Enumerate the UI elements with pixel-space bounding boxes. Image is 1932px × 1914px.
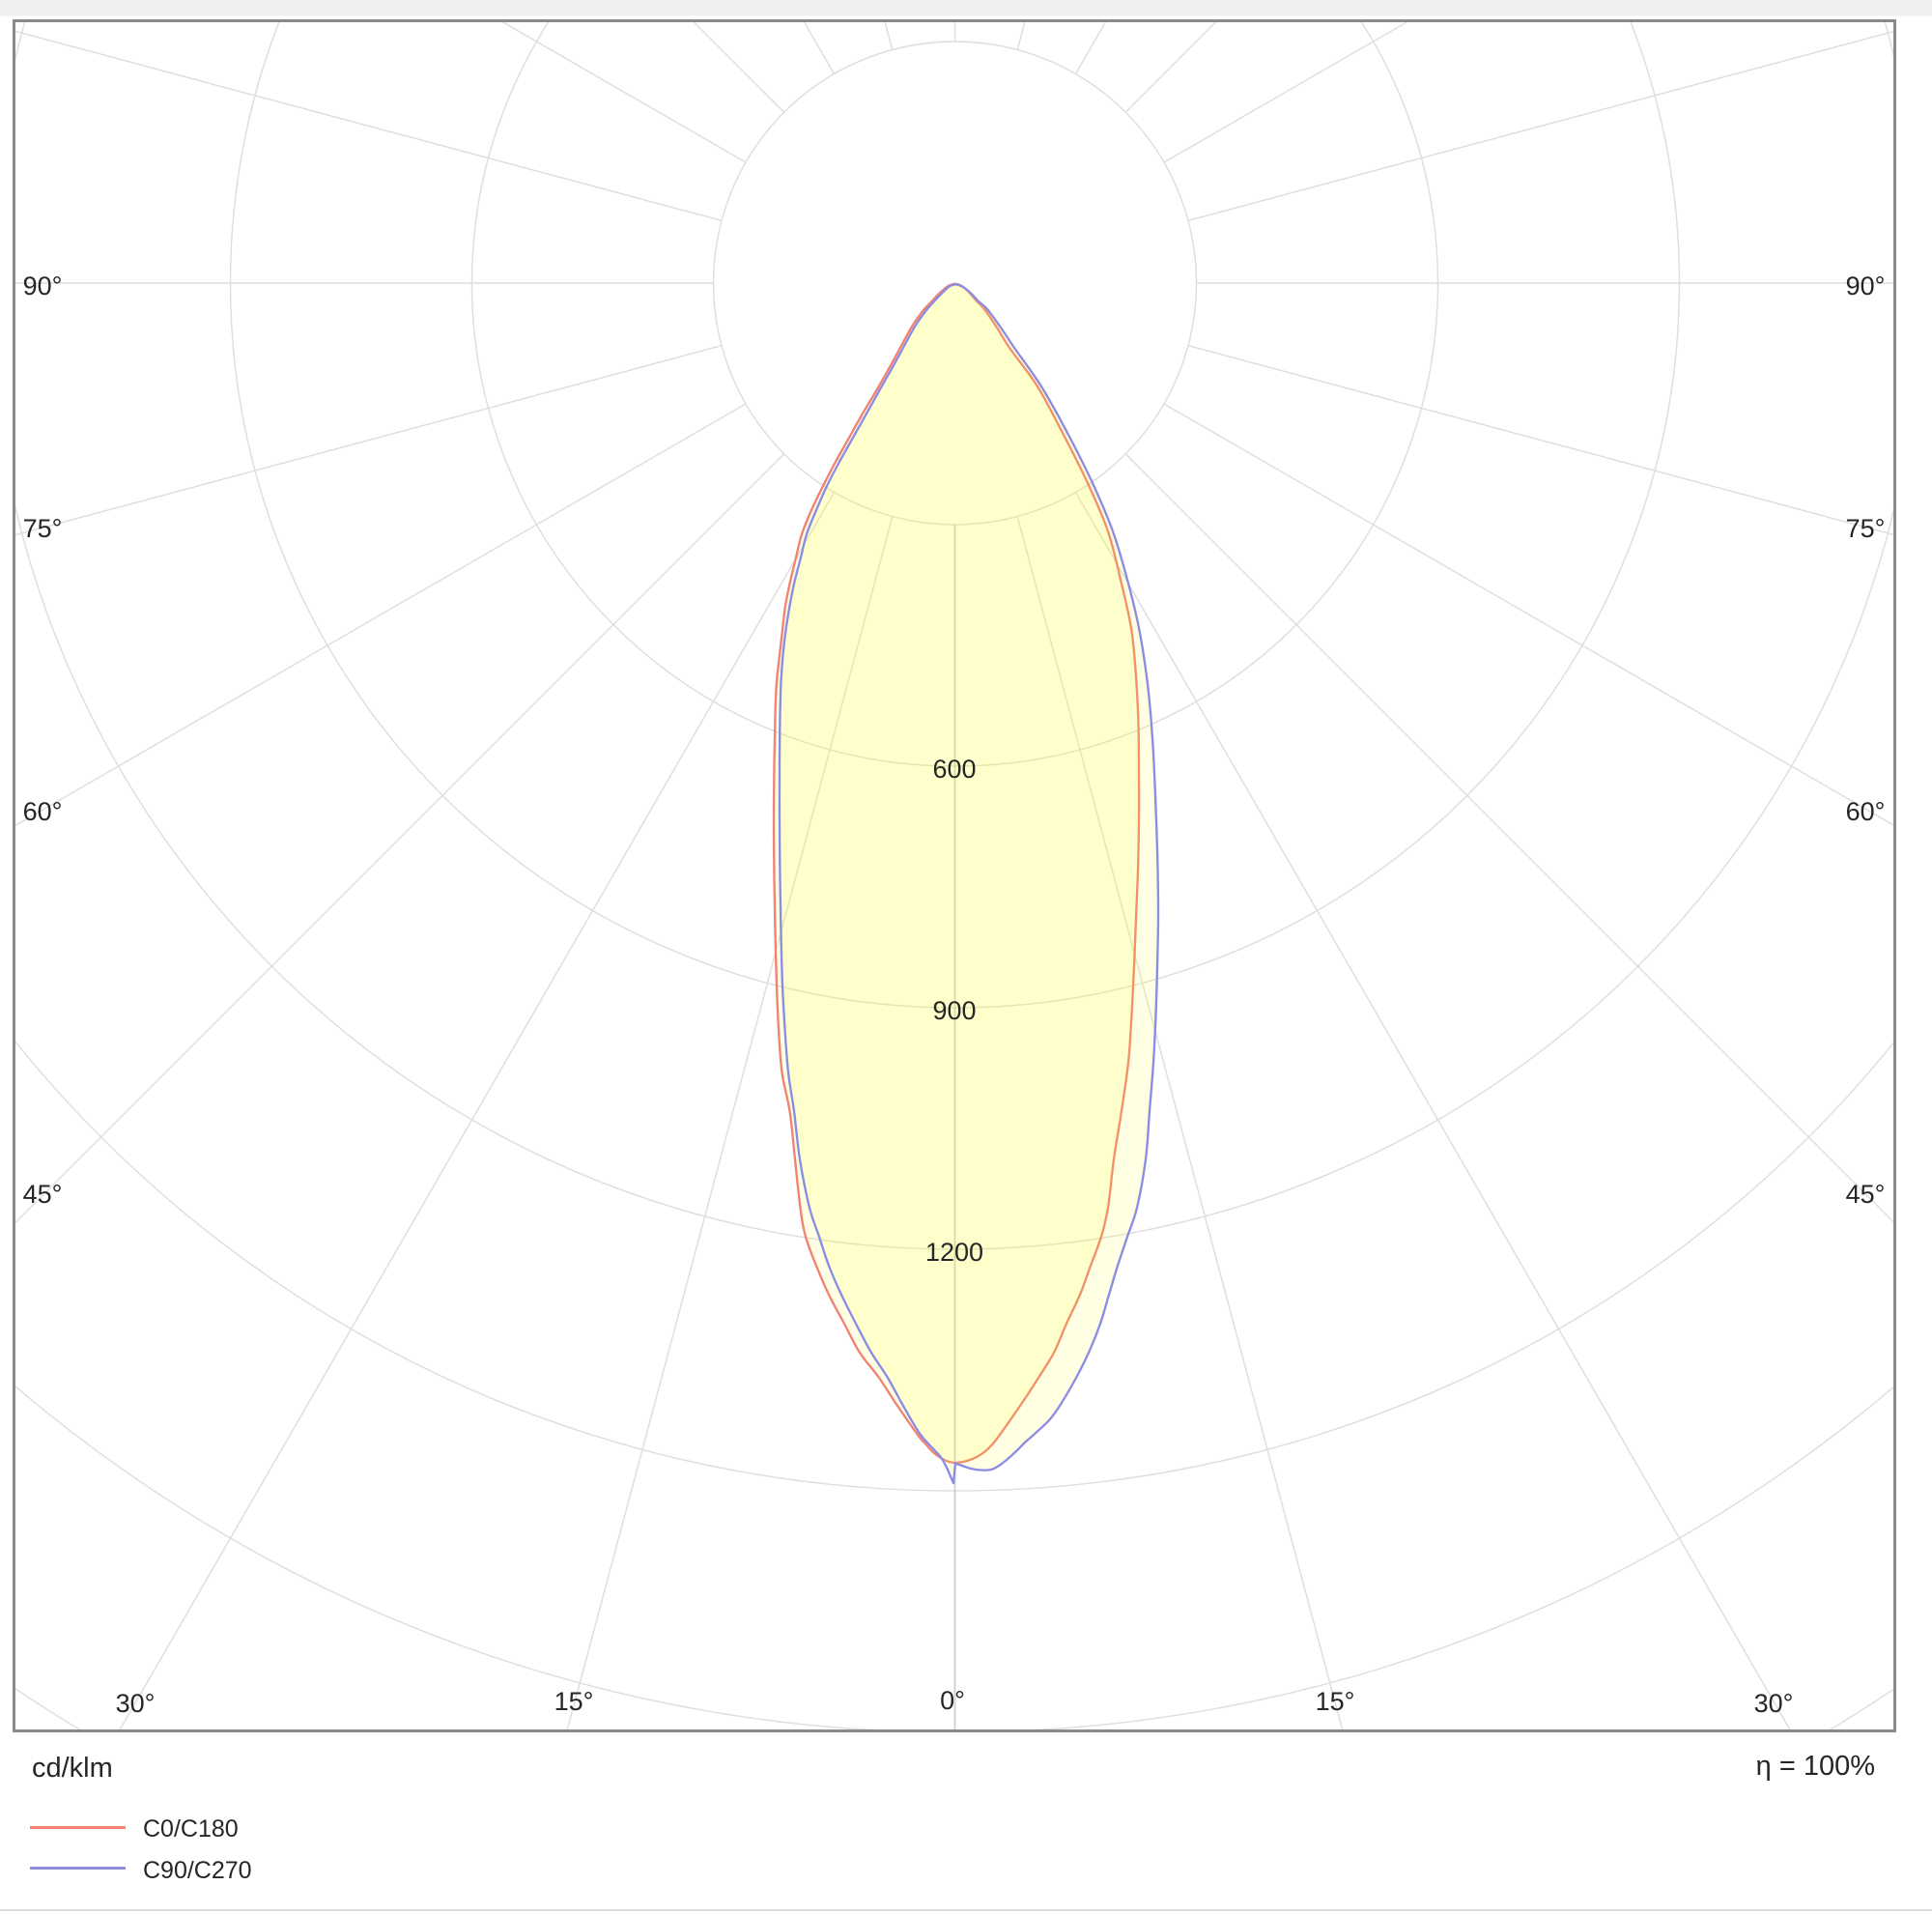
svg-text:75°: 75° <box>23 514 63 543</box>
svg-text:η = 100%: η = 100% <box>1756 1751 1875 1782</box>
svg-text:1200: 1200 <box>925 1238 983 1267</box>
svg-text:cd/klm: cd/klm <box>32 1753 113 1784</box>
svg-text:600: 600 <box>932 755 976 784</box>
svg-text:0°: 0° <box>940 1686 965 1715</box>
svg-text:60°: 60° <box>1846 797 1886 826</box>
svg-text:900: 900 <box>932 996 976 1025</box>
svg-text:C0/C180: C0/C180 <box>143 1815 239 1843</box>
svg-text:90°: 90° <box>23 271 63 300</box>
svg-text:30°: 30° <box>1754 1689 1794 1718</box>
svg-text:60°: 60° <box>23 797 63 826</box>
svg-text:75°: 75° <box>1846 514 1886 543</box>
svg-text:15°: 15° <box>1316 1687 1355 1716</box>
svg-text:30°: 30° <box>116 1689 156 1718</box>
svg-text:90°: 90° <box>1846 271 1886 300</box>
svg-text:15°: 15° <box>554 1687 594 1716</box>
svg-text:C90/C270: C90/C270 <box>143 1857 252 1884</box>
svg-text:45°: 45° <box>23 1180 63 1209</box>
svg-text:45°: 45° <box>1846 1180 1886 1209</box>
